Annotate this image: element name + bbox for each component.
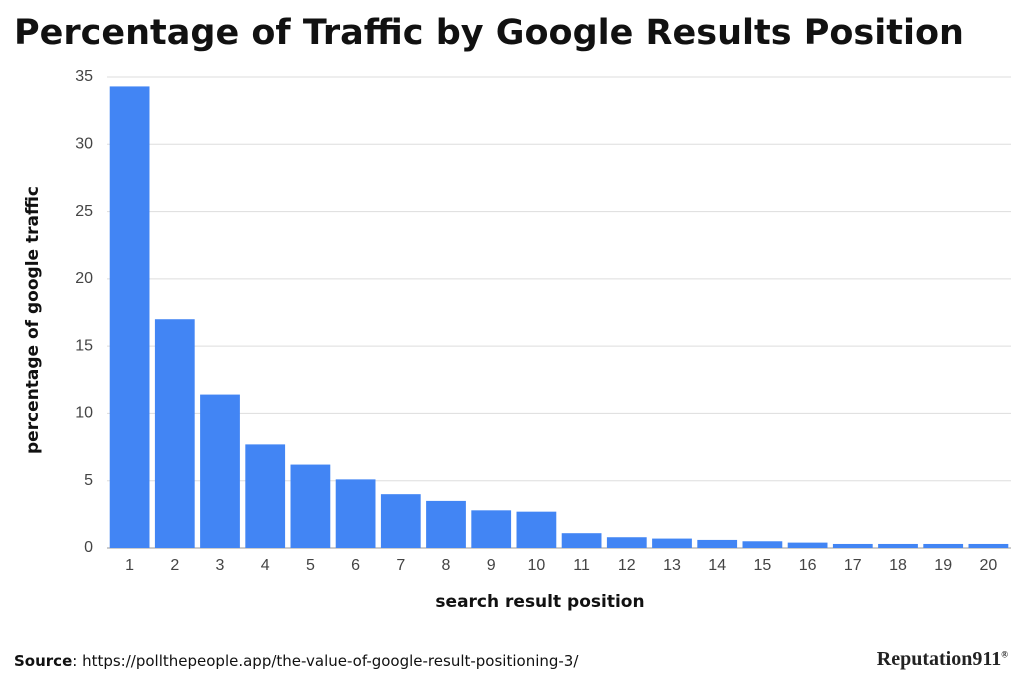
bar [516,511,557,548]
y-tick-label: 30 [75,136,93,153]
x-tick-label: 15 [754,557,772,574]
x-tick-label: 11 [573,557,590,574]
bar [561,533,602,548]
y-axis-label: percentage of google traffic [23,186,43,454]
chart: Percentage of Traffic by Google Results … [14,13,1011,612]
x-tick-label: 13 [663,557,681,574]
y-tick-label: 10 [75,405,93,422]
y-tick-label: 20 [75,270,93,287]
bar [290,464,331,548]
bar [697,539,738,548]
logo: Reputation911® [877,648,1008,671]
logo-mark: ® [1001,649,1008,660]
x-axis-label: search result position [435,592,644,612]
bar [335,479,376,548]
bar [742,541,783,548]
x-tick-label: 9 [487,557,496,574]
bar [380,494,421,548]
chart-title: Percentage of Traffic by Google Results … [14,13,964,53]
y-tick-label: 25 [75,203,93,220]
x-tick-label: 7 [396,557,405,574]
x-tick-label: 17 [844,557,862,574]
bar [245,444,286,548]
x-tick-label: 14 [708,557,726,574]
bar [923,543,964,548]
x-tick-label: 6 [351,557,360,574]
y-tick-label: 0 [84,539,93,556]
y-tick-label: 15 [75,337,93,354]
bar [652,538,692,548]
bar [154,319,195,548]
bar [426,500,466,548]
bar [968,543,1009,548]
x-tick-label: 4 [261,557,270,574]
source-text: : https://pollthepeople.app/the-value-of… [72,652,579,670]
bar [200,394,240,548]
x-tick-label: 10 [528,557,546,574]
x-tick-label: 16 [799,557,817,574]
x-tick-label: 18 [889,557,907,574]
bar [471,510,512,548]
x-tick-label: 20 [980,557,998,574]
bar [606,537,647,548]
x-tick-label: 2 [170,557,179,574]
x-tick-label: 5 [306,557,315,574]
x-tick-label: 3 [216,557,225,574]
bar [878,543,918,548]
x-tick-label: 8 [442,557,451,574]
bar [832,543,873,548]
y-tick-label: 5 [84,472,93,489]
bar [109,86,150,549]
source-label: Source [14,652,73,670]
x-tick-label: 19 [934,557,952,574]
x-tick-label: 12 [618,557,636,574]
source: Source: https://pollthepeople.app/the-va… [14,652,578,670]
y-tick-label: 35 [75,68,93,85]
logo-text: Reputation911 [876,648,1002,670]
bar [787,542,828,548]
x-tick-label: 1 [125,557,134,574]
